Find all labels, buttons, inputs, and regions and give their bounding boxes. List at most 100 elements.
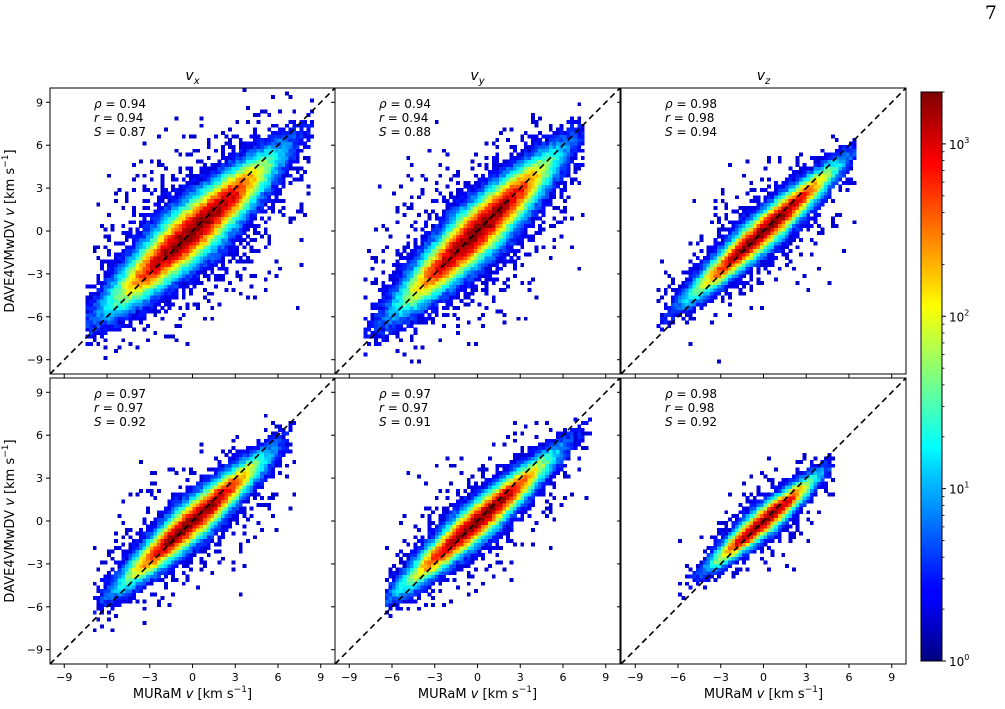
histogram-bin bbox=[774, 188, 779, 193]
histogram-bin bbox=[171, 467, 176, 472]
histogram-bin bbox=[395, 281, 400, 285]
histogram-bin bbox=[699, 281, 704, 285]
histogram-bin bbox=[210, 256, 215, 260]
histogram-bin bbox=[128, 567, 133, 572]
histogram-bin bbox=[185, 478, 190, 483]
histogram-bin bbox=[509, 223, 514, 228]
histogram-bin bbox=[413, 320, 418, 325]
histogram-bin bbox=[695, 270, 700, 275]
histogram-bin bbox=[788, 180, 793, 185]
histogram-bin bbox=[92, 334, 97, 339]
histogram-bin bbox=[763, 209, 768, 214]
histogram-bin bbox=[727, 241, 732, 246]
histogram-bin bbox=[431, 266, 436, 271]
histogram-bin bbox=[217, 216, 222, 221]
histogram-bin bbox=[431, 273, 436, 278]
histogram-bin bbox=[795, 155, 800, 160]
histogram-bin bbox=[370, 302, 375, 307]
histogram-bin bbox=[124, 284, 129, 289]
histogram-bin bbox=[274, 177, 279, 182]
histogram-bin bbox=[799, 195, 804, 200]
histogram-bin bbox=[142, 621, 147, 626]
histogram-bin bbox=[513, 159, 518, 164]
histogram-bin bbox=[238, 213, 243, 218]
histogram-bin bbox=[114, 538, 119, 543]
histogram-bin bbox=[92, 302, 97, 307]
histogram-bin bbox=[516, 256, 521, 260]
histogram-bin bbox=[838, 213, 843, 218]
histogram-bin bbox=[235, 252, 240, 257]
histogram-bin bbox=[820, 231, 825, 235]
histogram-bin bbox=[174, 521, 179, 525]
histogram-bin bbox=[720, 266, 725, 271]
histogram-bin bbox=[267, 134, 272, 139]
histogram-bin bbox=[806, 166, 811, 171]
histogram-bin bbox=[135, 270, 140, 275]
histogram-bin bbox=[774, 202, 779, 207]
histogram-bin bbox=[142, 298, 147, 303]
histogram-bin bbox=[160, 266, 165, 271]
histogram-bin bbox=[221, 220, 225, 225]
histogram-bin bbox=[845, 166, 850, 171]
histogram-bin bbox=[192, 184, 197, 189]
histogram-bin bbox=[416, 316, 421, 321]
histogram-bin bbox=[178, 166, 183, 171]
histogram-bin bbox=[292, 166, 297, 171]
histogram-bin bbox=[548, 152, 553, 157]
histogram-bin bbox=[516, 216, 521, 221]
histogram-bin bbox=[456, 241, 461, 246]
histogram-bin bbox=[502, 313, 507, 318]
histogram-bin bbox=[114, 241, 119, 246]
histogram-bin bbox=[121, 231, 126, 235]
histogram-bin bbox=[759, 263, 764, 268]
histogram-bin bbox=[192, 220, 197, 225]
histogram-bin bbox=[149, 306, 154, 310]
histogram-bin bbox=[253, 295, 257, 300]
histogram-bin bbox=[749, 238, 754, 243]
histogram-bin bbox=[164, 248, 168, 253]
histogram-bin bbox=[559, 123, 564, 128]
histogram-bin bbox=[463, 213, 468, 218]
page-number: 7 bbox=[984, 2, 997, 24]
histogram-bin bbox=[827, 188, 832, 193]
histogram-bin bbox=[759, 216, 764, 221]
histogram-bin bbox=[713, 241, 718, 246]
histogram-bin bbox=[221, 259, 225, 264]
histogram-bin bbox=[92, 628, 97, 633]
histogram-bin bbox=[374, 281, 379, 285]
histogram-bin bbox=[260, 109, 265, 114]
histogram-bin bbox=[802, 273, 807, 278]
histogram-bin bbox=[502, 288, 507, 293]
histogram-bin bbox=[388, 306, 393, 310]
histogram-bin bbox=[310, 134, 314, 139]
histogram-bin bbox=[813, 166, 818, 171]
histogram-bin bbox=[228, 141, 233, 146]
histogram-bin bbox=[110, 288, 115, 293]
histogram-bin bbox=[420, 309, 425, 314]
histogram-bin bbox=[374, 320, 379, 325]
histogram-bin bbox=[181, 213, 186, 218]
histogram-bin bbox=[99, 327, 104, 332]
histogram-bin bbox=[142, 173, 147, 178]
histogram-bin bbox=[149, 227, 154, 232]
histogram-bin bbox=[473, 231, 478, 235]
histogram-bin bbox=[392, 306, 396, 310]
histogram-bin bbox=[527, 195, 532, 200]
histogram-bin bbox=[434, 216, 439, 221]
histogram-bin bbox=[745, 213, 750, 218]
histogram-bin bbox=[384, 327, 389, 332]
histogram-bin bbox=[149, 220, 154, 225]
histogram-bin bbox=[285, 138, 290, 142]
histogram-bin bbox=[253, 216, 257, 221]
histogram-bin bbox=[85, 284, 90, 289]
histogram-bin bbox=[213, 184, 218, 189]
histogram-bin bbox=[110, 628, 115, 633]
histogram-bin bbox=[146, 238, 151, 243]
histogram-bin bbox=[99, 295, 104, 300]
histogram-bin bbox=[498, 163, 503, 167]
histogram-bin bbox=[570, 138, 575, 142]
histogram-bin bbox=[278, 198, 282, 203]
histogram-bin bbox=[249, 195, 254, 200]
histogram-bin bbox=[221, 163, 225, 167]
histogram-bin bbox=[548, 180, 553, 185]
